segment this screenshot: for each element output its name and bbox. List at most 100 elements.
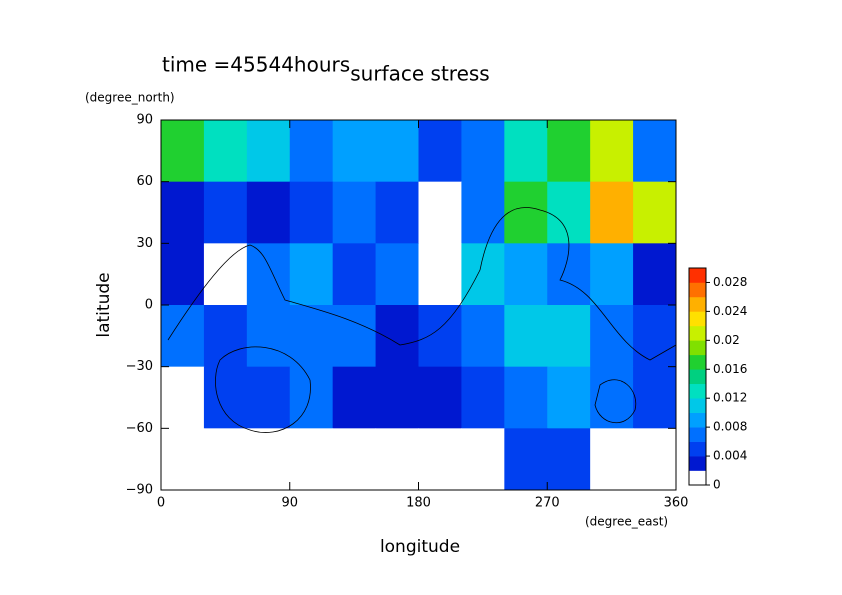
field-cell — [289, 305, 334, 368]
field-cell — [461, 120, 505, 183]
colorbar-swatch — [689, 441, 706, 457]
field-cell — [418, 181, 462, 244]
colorbar-swatch — [689, 427, 706, 442]
field-cell — [161, 305, 205, 368]
field-cell — [547, 181, 591, 244]
colorbar-swatch — [689, 412, 706, 428]
colorbar-tick-label: 0 — [713, 478, 721, 492]
coastline — [167, 207, 677, 361]
field-cell — [461, 428, 505, 491]
field-cell — [161, 243, 205, 306]
field-cell — [633, 366, 677, 429]
field-cell — [375, 120, 419, 183]
field-cell — [418, 428, 462, 491]
field-cell — [418, 120, 462, 183]
coastline — [594, 379, 637, 424]
field-cell — [289, 120, 334, 183]
field-cell — [203, 305, 248, 368]
field-cell — [590, 120, 634, 183]
colorbar-tick-label: 0.012 — [713, 391, 747, 405]
field-cell — [246, 181, 291, 244]
field-cell — [289, 366, 334, 429]
time-label: time =45544hours — [162, 53, 350, 77]
field-cell — [633, 243, 677, 306]
field-cell — [332, 305, 377, 368]
field-cell — [547, 243, 591, 306]
field-cell — [246, 120, 291, 183]
y-tick-label: 30 — [136, 236, 153, 251]
field-cell — [504, 428, 548, 491]
field-cell — [161, 366, 205, 429]
field-cell — [461, 366, 505, 429]
colorbar-tick-label: 0.024 — [713, 304, 747, 318]
colorbar-tick-label: 0.008 — [713, 420, 747, 434]
field-cell — [246, 243, 291, 306]
colorbar-swatch — [689, 369, 706, 385]
colorbar-swatch — [689, 296, 706, 312]
field-cell — [590, 181, 634, 244]
field-cell — [203, 243, 248, 306]
field-cell — [203, 428, 248, 491]
y-tick-label: 60 — [136, 174, 153, 189]
field-cell — [246, 428, 291, 491]
field-cell — [375, 428, 419, 491]
field-cell — [461, 305, 505, 368]
field-cell — [332, 428, 377, 491]
colorbar-tick-label: 0.004 — [713, 449, 747, 463]
field — [161, 120, 677, 491]
field-cell — [332, 181, 377, 244]
field-cell — [633, 305, 677, 368]
field-cell — [633, 428, 677, 491]
colorbar-swatch — [689, 311, 706, 327]
colorbar-tick-label: 0.016 — [713, 362, 747, 376]
coastline — [215, 346, 311, 433]
y-axis-label: latitude — [94, 272, 114, 337]
field-cell — [203, 366, 248, 429]
field-cell — [418, 243, 462, 306]
field-cell — [547, 305, 591, 368]
colorbar-swatch — [689, 383, 706, 399]
x-tick-label: 270 — [535, 496, 560, 511]
colorbar-swatch — [689, 340, 706, 356]
y-tick-label: −60 — [126, 421, 153, 436]
x-tick-label: 180 — [406, 496, 431, 511]
x-tick-label: 360 — [664, 496, 689, 511]
colorbar-swatch — [689, 354, 706, 370]
colorbar-swatch — [689, 398, 706, 413]
x-unit: (degree_east) — [585, 515, 668, 529]
x-tick-label: 0 — [157, 496, 165, 511]
field-cell — [246, 305, 291, 368]
x-axis-label: longitude — [380, 537, 460, 557]
y-tick-label: −90 — [126, 483, 153, 498]
colorbar-frame — [688, 267, 707, 486]
field-cell — [633, 120, 677, 183]
colorbar-tick-label: 0.02 — [713, 333, 740, 347]
field-cell — [332, 366, 377, 429]
colorbar-swatch — [689, 268, 706, 283]
field-cell — [375, 305, 419, 368]
field-cell — [504, 181, 548, 244]
colorbar-swatch — [689, 282, 706, 298]
field-cell — [461, 181, 505, 244]
field-cell — [289, 243, 334, 306]
field-cell — [633, 181, 677, 244]
colorbar-swatch — [689, 325, 706, 341]
y-tick-label: 0 — [145, 298, 153, 313]
field-cell — [590, 243, 634, 306]
field-cell — [289, 428, 334, 491]
colorbar-swatch — [689, 470, 706, 486]
field-cell — [161, 120, 205, 183]
field-cell — [161, 428, 205, 491]
field-cell — [332, 120, 377, 183]
field-cell — [547, 366, 591, 429]
field-cell — [504, 366, 548, 429]
field-cell — [375, 243, 419, 306]
field-cell — [504, 120, 548, 183]
field-cell — [590, 305, 634, 368]
field-cell — [332, 243, 377, 306]
field-cell — [590, 428, 634, 491]
field-cell — [547, 120, 591, 183]
field-cell — [547, 428, 591, 491]
chart-title: surface stress — [350, 62, 489, 86]
